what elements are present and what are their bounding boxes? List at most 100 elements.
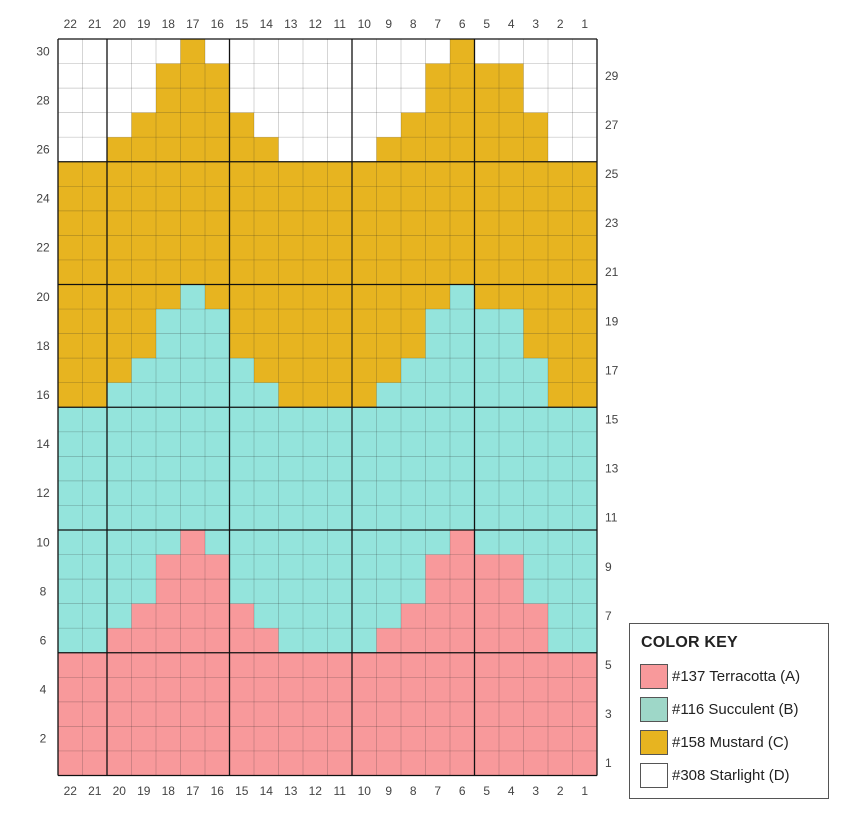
swatch-terracotta [640, 664, 668, 689]
row-number-right: 23 [605, 216, 619, 230]
stitch-cell [229, 579, 255, 604]
stitch-cell [58, 137, 83, 163]
stitch-cell [548, 382, 573, 408]
stitch-cell [327, 161, 353, 187]
column-number-bottom: 21 [88, 784, 102, 798]
row-number-right: 9 [605, 560, 612, 574]
stitch-cell [205, 235, 230, 261]
stitch-cell [82, 652, 108, 678]
stitch-cell [303, 677, 328, 703]
column-number-top: 6 [459, 17, 466, 31]
stitch-cell [548, 63, 573, 89]
stitch-cell [401, 456, 426, 482]
stitch-cell [352, 431, 377, 457]
stitch-cell [156, 480, 181, 506]
stitch-cell [58, 456, 83, 482]
stitch-cell [327, 652, 353, 678]
stitch-cell [327, 63, 353, 89]
stitch-cell [376, 677, 402, 703]
stitch-cell [180, 407, 206, 433]
stitch-cell [401, 259, 426, 285]
stitch-cell [499, 652, 524, 678]
stitch-cell [474, 750, 500, 776]
stitch-cell [131, 137, 157, 163]
stitch-cell [156, 382, 181, 408]
stitch-cell [303, 309, 328, 334]
stitch-cell [425, 112, 451, 138]
stitch-cell [58, 186, 83, 212]
stitch-cell [474, 603, 500, 629]
row-number-left: 16 [36, 388, 50, 402]
stitch-cell [131, 186, 157, 212]
stitch-cell [499, 235, 524, 261]
stitch-cell [401, 726, 426, 752]
stitch-cell [499, 63, 524, 89]
stitch-cell [131, 382, 157, 408]
stitch-cell [131, 39, 157, 64]
stitch-cell [278, 88, 304, 113]
stitch-cell [58, 431, 83, 457]
stitch-cell [352, 333, 377, 359]
stitch-cell [303, 88, 328, 113]
stitch-cell [278, 210, 304, 236]
stitch-cell [180, 431, 206, 457]
stitch-cell [254, 628, 279, 654]
stitch-cell [156, 39, 181, 64]
stitch-cell [572, 701, 598, 727]
stitch-cell [205, 63, 230, 89]
stitch-cell [278, 161, 304, 187]
stitch-cell [425, 677, 451, 703]
stitch-cell [474, 579, 500, 604]
stitch-cell [156, 210, 181, 236]
stitch-cell [229, 505, 255, 531]
column-number-bottom: 19 [137, 784, 151, 798]
stitch-cell [303, 530, 328, 555]
stitch-cell [278, 39, 304, 64]
stitch-cell [107, 63, 132, 89]
stitch-cell [107, 382, 132, 408]
stitch-cell [450, 431, 475, 457]
stitch-cell [376, 186, 402, 212]
stitch-cell [376, 112, 402, 138]
stitch-cell [303, 137, 328, 163]
stitch-cell [254, 39, 279, 64]
stitch-cell [376, 210, 402, 236]
stitch-cell [425, 137, 451, 163]
stitch-cell [572, 210, 598, 236]
stitch-cell [572, 505, 598, 531]
stitch-cell [327, 407, 353, 433]
row-number-left: 20 [36, 290, 50, 304]
stitch-cell [156, 628, 181, 654]
stitch-cell [229, 750, 255, 776]
stitch-cell [156, 554, 181, 580]
stitch-cell [180, 579, 206, 604]
stitch-cell [131, 88, 157, 113]
stitch-cell [107, 137, 132, 163]
stitch-cell [474, 186, 500, 212]
stitch-cell [401, 39, 426, 64]
stitch-cell [254, 161, 279, 187]
stitch-cell [303, 112, 328, 138]
stitch-cell [82, 701, 108, 727]
stitch-cell [278, 309, 304, 334]
stitch-cell [474, 456, 500, 482]
stitch-cell [572, 88, 598, 113]
stitch-cell [401, 137, 426, 163]
stitch-cell [401, 88, 426, 113]
stitch-cell [450, 358, 475, 383]
stitch-cell [327, 628, 353, 654]
stitch-cell [205, 186, 230, 212]
stitch-cell [254, 88, 279, 113]
stitch-cell [425, 726, 451, 752]
stitch-cell [156, 88, 181, 113]
stitch-cell [376, 701, 402, 727]
stitch-cell [58, 407, 83, 433]
stitch-cell [499, 259, 524, 285]
stitch-cell [156, 63, 181, 89]
stitch-cell [82, 88, 108, 113]
stitch-cell [327, 382, 353, 408]
stitch-cell [180, 235, 206, 261]
column-number-bottom: 2 [557, 784, 564, 798]
stitch-cell [278, 63, 304, 89]
stitch-cell [180, 358, 206, 383]
